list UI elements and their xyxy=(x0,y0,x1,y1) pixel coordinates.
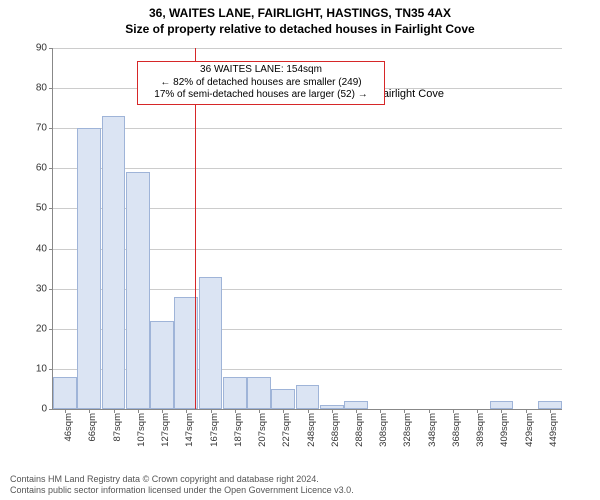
bar xyxy=(247,377,271,409)
footer-line-1: Contains HM Land Registry data © Crown c… xyxy=(10,474,590,485)
bar xyxy=(53,377,77,409)
x-tick-label: 288sqm xyxy=(354,413,365,447)
bar xyxy=(538,401,562,409)
x-tick-label: 127sqm xyxy=(160,413,171,447)
chart: Number of detached properties 0102030405… xyxy=(52,48,562,410)
footer-attribution: Contains HM Land Registry data © Crown c… xyxy=(10,474,590,496)
x-tick-label: 207sqm xyxy=(257,413,268,447)
x-tick-label: 107sqm xyxy=(136,413,147,447)
x-tick-label: 46sqm xyxy=(63,413,74,442)
x-tick-label: 308sqm xyxy=(378,413,389,447)
x-tick-label: 328sqm xyxy=(402,413,413,447)
x-tick-label: 429sqm xyxy=(524,413,535,447)
x-tick-label: 147sqm xyxy=(184,413,195,447)
bar xyxy=(223,377,247,409)
x-tick-label: 87sqm xyxy=(112,413,123,442)
x-tick-label: 248sqm xyxy=(306,413,317,447)
callout-line-3: 17% of semi-detached houses are larger (… xyxy=(142,89,380,102)
title-block: 36, WAITES LANE, FAIRLIGHT, HASTINGS, TN… xyxy=(0,0,600,37)
x-tick-label: 66sqm xyxy=(87,413,98,442)
x-tick-label: 187sqm xyxy=(233,413,244,447)
bar xyxy=(199,277,223,409)
bar xyxy=(77,128,101,409)
callout-box: 36 WAITES LANE: 154sqm← 82% of detached … xyxy=(137,61,385,105)
bar xyxy=(296,385,320,409)
footer-line-2: Contains public sector information licen… xyxy=(10,485,590,496)
callout-line-2: ← 82% of detached houses are smaller (24… xyxy=(142,77,380,90)
x-tick-label: 409sqm xyxy=(499,413,510,447)
x-tick-label: 227sqm xyxy=(281,413,292,447)
bar xyxy=(126,172,150,409)
x-tick-label: 449sqm xyxy=(548,413,559,447)
bar xyxy=(490,401,514,409)
bar xyxy=(102,116,126,409)
y-tick-mark xyxy=(49,409,53,410)
title-line-1: 36, WAITES LANE, FAIRLIGHT, HASTINGS, TN… xyxy=(0,6,600,22)
title-line-2: Size of property relative to detached ho… xyxy=(0,22,600,38)
plot-area: 010203040506070809046sqm66sqm87sqm107sqm… xyxy=(52,48,562,410)
bar xyxy=(344,401,368,409)
x-tick-label: 167sqm xyxy=(209,413,220,447)
bar xyxy=(150,321,174,409)
x-tick-label: 348sqm xyxy=(427,413,438,447)
x-tick-label: 389sqm xyxy=(475,413,486,447)
x-tick-label: 368sqm xyxy=(451,413,462,447)
x-tick-label: 268sqm xyxy=(330,413,341,447)
bar xyxy=(271,389,295,409)
callout-line-1: 36 WAITES LANE: 154sqm xyxy=(142,64,380,77)
